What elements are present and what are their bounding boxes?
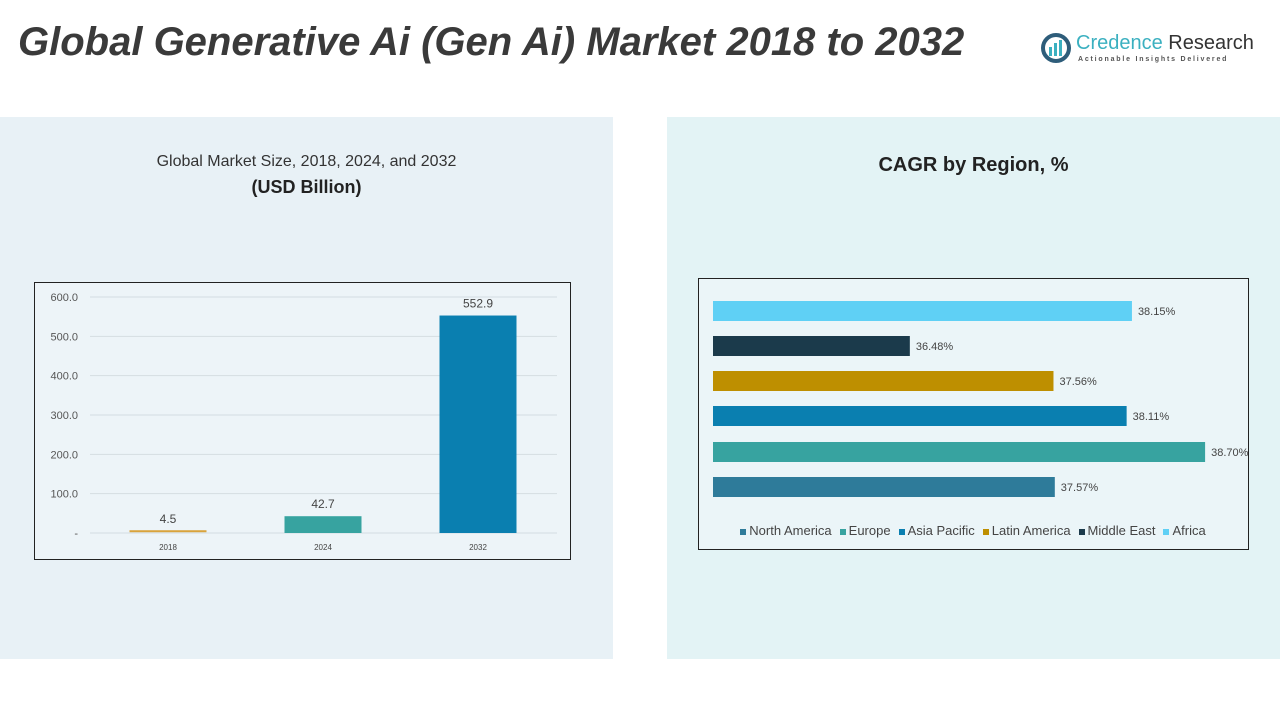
logo-name: Credence Research [1076, 32, 1254, 54]
x-tick-label: 2018 [159, 543, 177, 552]
legend-item: Middle East [1078, 523, 1156, 538]
legend-item: Latin America [982, 523, 1071, 538]
bar-africa [713, 301, 1132, 321]
data-label: 38.15% [1138, 306, 1176, 318]
legend-swatch [839, 528, 846, 535]
bar-2018 [129, 530, 207, 533]
y-tick-label: 100.0 [50, 489, 78, 501]
cagr-chart-title: CAGR by Region, % [878, 154, 1069, 176]
data-label: 38.11% [1133, 411, 1170, 423]
legend-label: Middle East [1087, 523, 1156, 538]
legend-swatch [1163, 528, 1170, 535]
cagr-chart: 37.57% 38.70% 38.11% 37.56% 36.48% 38.15% [713, 301, 1249, 497]
y-tick-label: 300.0 [50, 410, 78, 422]
bar-north-america [713, 477, 1055, 497]
market-chart-subtitle: (USD Billion) [251, 177, 362, 197]
legend-item: Europe [839, 523, 891, 538]
bar-asia-pacific [713, 406, 1127, 426]
data-label: 37.57% [1061, 482, 1099, 494]
bar-europe [713, 442, 1206, 462]
legend-item: North America [740, 523, 832, 538]
bar-2024 [284, 516, 362, 533]
logo-icon [1041, 33, 1071, 63]
page-title: Global Generative Ai (Gen Ai) Market 201… [18, 20, 965, 64]
market-chart-title: Global Market Size, 2018, 2024, and 2032 [156, 153, 457, 170]
y-tick-label: 200.0 [50, 449, 78, 461]
legend-label: Asia Pacific [907, 523, 975, 538]
data-label: 42.7 [311, 497, 335, 511]
y-tick-label: 400.0 [50, 371, 78, 383]
legend-swatch [740, 528, 747, 535]
logo-tagline: Actionable Insights Delivered [1078, 56, 1229, 63]
cagr-legend: North America Europe Asia Pacific Latin Ame… [700, 523, 1246, 538]
legend-item: Asia Pacific [898, 523, 975, 538]
bar-latin-america [713, 371, 1054, 391]
legend-label: Latin America [991, 523, 1071, 538]
legend-item: Africa [1163, 523, 1206, 538]
data-label: 4.5 [160, 512, 177, 526]
bar-2032 [439, 315, 517, 533]
data-label: 552.9 [463, 297, 493, 311]
data-label: 38.70% [1211, 447, 1249, 459]
legend-label: North America [749, 523, 832, 538]
legend-swatch [1078, 528, 1085, 535]
legend-swatch [982, 528, 989, 535]
legend-swatch [898, 528, 905, 535]
legend-label: Europe [848, 523, 891, 538]
bar-middle-east [713, 336, 910, 356]
y-tick-label: 500.0 [50, 331, 78, 343]
data-label: 36.48% [916, 341, 954, 353]
y-tick-label: - [74, 528, 78, 540]
market-size-chart: - 100.0 200.0 300.0 400.0 500.0 600.0 4.5 2018 42… [50, 292, 557, 552]
legend-label: Africa [1172, 523, 1206, 538]
data-label: 37.56% [1059, 376, 1097, 388]
x-tick-label: 2032 [469, 543, 487, 552]
logo: Credence Research Actionable Insights De… [1040, 30, 1260, 70]
y-tick-label: 600.0 [50, 292, 78, 304]
x-tick-label: 2024 [314, 543, 332, 552]
